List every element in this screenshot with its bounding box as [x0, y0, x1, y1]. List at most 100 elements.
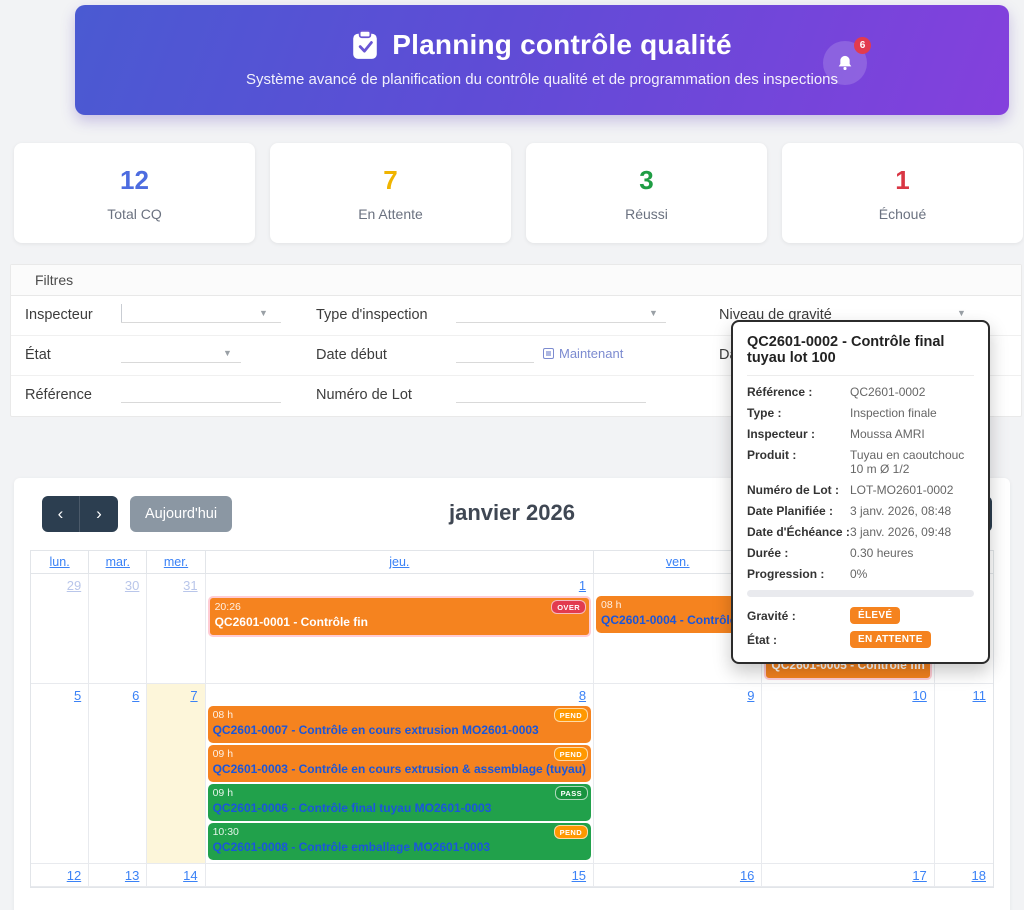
clipboard-check-icon: [352, 30, 378, 60]
event-status-badge: PEND: [553, 747, 589, 761]
day-number-link[interactable]: 14: [183, 868, 198, 883]
day-number-link[interactable]: 18: [971, 868, 986, 883]
calendar-day-cell[interactable]: 15: [205, 864, 595, 887]
date-debut-label: Date début: [316, 347, 387, 363]
event-title[interactable]: QC2601-0007 - Contrôle en cours extrusio…: [212, 723, 539, 737]
day-number: 18: [936, 865, 992, 885]
day-number: 16: [595, 865, 760, 885]
day-number: 12: [32, 865, 87, 885]
calendar-day-cell[interactable]: 5: [31, 684, 90, 864]
etat-select[interactable]: [121, 362, 241, 363]
etat-label: État: [25, 347, 51, 363]
weekday-link[interactable]: ven.: [665, 555, 690, 569]
day-number: 8: [207, 685, 592, 705]
reference-input[interactable]: [121, 402, 281, 403]
day-number-link[interactable]: 16: [739, 868, 755, 883]
stat-label-en-attente: En Attente: [358, 205, 423, 222]
maintenant-link[interactable]: Maintenant: [543, 346, 623, 361]
day-number-link[interactable]: 12: [66, 868, 82, 883]
day-number-link[interactable]: 5: [73, 688, 82, 703]
numero-lot-input[interactable]: [456, 402, 646, 403]
field-value: 3 janv. 2026, 08:48: [850, 504, 952, 518]
stat-card-reussi: 3 Réussi: [526, 143, 767, 243]
calendar-event[interactable]: PEND 09 h QC2601-0003 - Contrôle en cours …: [207, 745, 592, 782]
calendar-day-cell[interactable]: 12: [31, 864, 90, 887]
calendar-nav-group: ‹ ›: [42, 496, 118, 532]
inspecteur-select[interactable]: [121, 322, 281, 323]
day-number-link[interactable]: 7: [190, 688, 198, 703]
day-number-link[interactable]: 30: [124, 578, 140, 593]
day-number: 29: [32, 575, 87, 595]
calendar-day-cell[interactable]: 29: [31, 574, 90, 684]
event-title[interactable]: QC2601-0006 - Contrôle final tuyau MO260…: [212, 801, 492, 815]
day-number-link[interactable]: 11: [972, 688, 987, 703]
weekday-header: mer.: [147, 551, 206, 574]
event-title[interactable]: QC2601-0008 - Contrôle emballage MO2601-…: [212, 840, 491, 854]
notifications-button[interactable]: 6: [823, 37, 871, 85]
event-title[interactable]: QC2601-0003 - Contrôle en cours extrusio…: [212, 762, 587, 776]
next-month-button[interactable]: ›: [96, 504, 102, 523]
calendar-event[interactable]: PEND 08 h QC2601-0007 - Contrôle en cours …: [207, 706, 592, 743]
calendar-day-cell[interactable]: 14: [147, 864, 206, 887]
calendar-day-cell[interactable]: 13: [89, 864, 148, 887]
day-number: 1: [207, 575, 592, 595]
day-number-link[interactable]: 13: [124, 868, 140, 883]
event-time: 20:26: [214, 601, 241, 613]
calendar-day-cell[interactable]: 18: [934, 864, 993, 887]
stat-label-total: Total CQ: [107, 205, 162, 222]
calendar-day-cell[interactable]: 16: [594, 864, 763, 887]
calendar-event[interactable]: PEND 10:30 QC2601-0008 - Contrôle emballag…: [207, 823, 592, 860]
date-debut-input[interactable]: [456, 362, 534, 363]
weekday-link[interactable]: mar.: [105, 555, 130, 569]
field-value: 0%: [850, 567, 868, 581]
type-inspection-select[interactable]: [456, 322, 666, 323]
event-title[interactable]: QC2601-0004 - Contrôle fin: [601, 613, 755, 627]
chevron-down-icon[interactable]: ▼: [223, 348, 232, 358]
calendar-event[interactable]: PASS 09 h QC2601-0006 - Contrôle final tuy…: [207, 784, 592, 821]
weekday-link[interactable]: lun.: [49, 555, 70, 569]
chevron-down-icon[interactable]: ▼: [259, 308, 268, 318]
weekday-link[interactable]: mer.: [163, 555, 189, 569]
field-value: Inspection finale: [850, 406, 937, 420]
calendar-day-cell[interactable]: 31: [147, 574, 206, 684]
calendar-day-cell[interactable]: 9: [594, 684, 763, 864]
event-status-badge: PEND: [553, 708, 589, 722]
day-number: 11: [936, 685, 992, 705]
calendar-day-cell[interactable]: 10: [762, 684, 935, 864]
day-number-link[interactable]: 17: [912, 868, 927, 883]
weekday-link[interactable]: jeu.: [389, 555, 410, 569]
gravite-row: Gravité : ÉLEVÉ: [747, 607, 974, 624]
day-number-link[interactable]: 31: [183, 578, 198, 593]
filters-title: Filtres: [11, 265, 1021, 296]
calendar-day-cell[interactable]: 30: [89, 574, 148, 684]
day-number-link[interactable]: 15: [571, 868, 587, 883]
calendar-day-cell[interactable]: 6: [89, 684, 148, 864]
day-number: 7: [148, 685, 203, 705]
weekday-header: lun.: [31, 551, 90, 574]
day-number-link[interactable]: 9: [747, 688, 755, 703]
today-button[interactable]: Aujourd'hui: [130, 496, 233, 532]
etat-row: État : EN ATTENTE: [747, 631, 974, 648]
calendar-day-cell[interactable]: 11: [934, 684, 993, 864]
event-time: 10:30: [212, 826, 239, 838]
event-status-badge: OVER: [551, 600, 587, 614]
event-details-tooltip: QC2601-0002 - Contrôle final tuyau lot 1…: [731, 320, 990, 664]
calendar-event[interactable]: OVER 20:26 QC2601-0001 - Contrôle fin: [207, 596, 592, 637]
event-title[interactable]: QC2601-0001 - Contrôle fin: [214, 615, 368, 629]
inspecteur-label: Inspecteur: [25, 307, 93, 323]
calendar-day-cell[interactable]: 8 PEND 08 h QC2601-0007 - Contrôle en cours…: [205, 684, 595, 864]
gravite-badge: ÉLEVÉ: [850, 607, 901, 624]
chevron-down-icon[interactable]: ▼: [649, 308, 658, 318]
day-number-link[interactable]: 8: [578, 688, 587, 703]
calendar-day-cell[interactable]: 7: [147, 684, 206, 864]
reference-label: Référence: [25, 387, 92, 403]
day-number-link[interactable]: 1: [578, 578, 587, 593]
day-number-link[interactable]: 10: [912, 688, 927, 703]
day-number-link[interactable]: 29: [66, 578, 82, 593]
day-number-link[interactable]: 6: [132, 688, 140, 703]
calendar-day-cell[interactable]: 17: [762, 864, 935, 887]
calendar-day-cell[interactable]: 1 OVER 20:26 QC2601-0001 - Contrôle fin: [205, 574, 595, 684]
chevron-down-icon[interactable]: ▼: [957, 308, 966, 318]
etat-badge: EN ATTENTE: [850, 631, 931, 648]
prev-month-button[interactable]: ‹: [42, 496, 80, 532]
